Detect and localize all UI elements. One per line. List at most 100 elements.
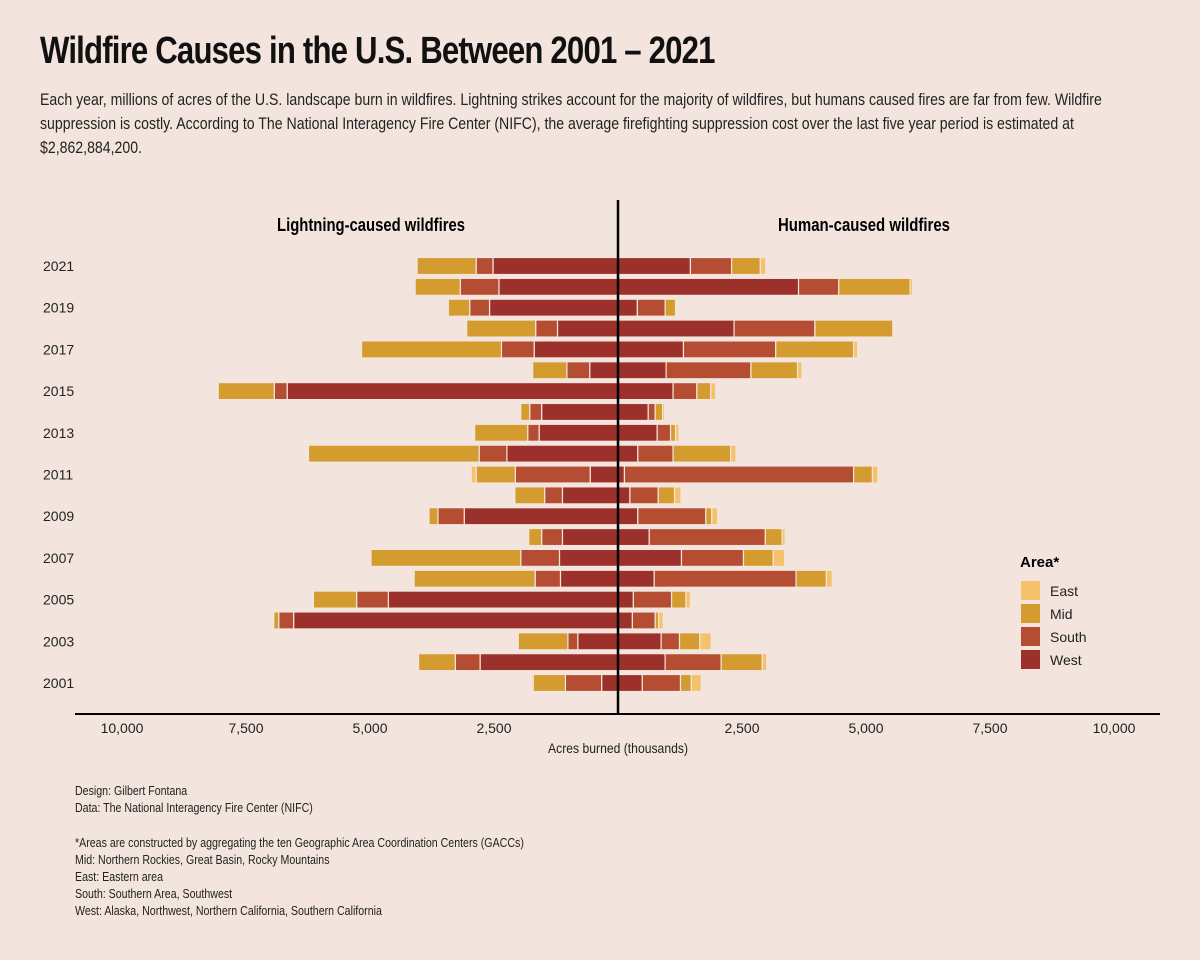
legend-swatch-west	[1021, 650, 1040, 669]
bar-lightning-mid-2013	[474, 423, 529, 442]
bar-lightning-mid-2014	[520, 402, 531, 422]
bar-human-mid-2017	[775, 340, 855, 359]
year-label: 2007	[43, 550, 74, 566]
bar-human-west-2014	[617, 402, 649, 422]
bar-lightning-east-2011	[470, 465, 477, 484]
legend-label-east: East	[1050, 583, 1078, 599]
x-tick-label: 10,000	[1093, 720, 1136, 736]
x-tick-label: 2,500	[476, 720, 511, 736]
bar-lightning-west-2020	[498, 277, 619, 296]
bar-human-south-2021	[689, 256, 733, 276]
legend-title: Area*	[1020, 554, 1059, 571]
bar-human-south-2001	[641, 673, 682, 693]
bar-lightning-south-2011	[514, 465, 591, 484]
bar-human-east-2009	[711, 507, 719, 526]
bar-lightning-mid-2020	[414, 277, 461, 296]
bar-human-mid-2010	[657, 486, 676, 505]
bar-human-east-2021	[759, 256, 767, 276]
bar-lightning-west-2021	[492, 256, 619, 276]
bar-lightning-south-2003	[567, 632, 579, 651]
bar-lightning-south-2009	[437, 507, 465, 526]
bar-lightning-west-2002	[479, 653, 619, 672]
bar-human-south-2002	[664, 653, 722, 672]
bar-lightning-mid-2015	[217, 382, 275, 401]
bar-lightning-mid-2008	[528, 527, 543, 547]
bar-lightning-south-2019	[469, 298, 491, 317]
bar-human-mid-2008	[764, 527, 783, 547]
year-label: 2011	[43, 467, 73, 483]
bar-human-west-2020	[617, 277, 800, 296]
bar-human-west-2017	[617, 340, 685, 359]
year-label: 2003	[43, 633, 74, 649]
bars	[217, 256, 914, 693]
bar-human-mid-2020	[838, 277, 911, 296]
bar-human-south-2019	[636, 298, 666, 317]
bar-human-west-2007	[617, 548, 683, 568]
legend-label-mid: Mid	[1050, 606, 1073, 622]
bar-lightning-west-2016	[589, 361, 619, 380]
bar-lightning-south-2013	[527, 423, 540, 442]
bar-lightning-west-2008	[561, 527, 619, 547]
bar-lightning-mid-2012	[307, 444, 480, 463]
bar-human-east-2019	[674, 298, 678, 317]
bar-human-mid-2015	[696, 382, 712, 401]
year-label: 2005	[43, 592, 74, 608]
x-tick-label: 10,000	[101, 720, 144, 736]
bar-lightning-south-2010	[543, 486, 564, 505]
bar-human-south-2015	[672, 382, 698, 401]
bar-human-south-2014	[647, 402, 656, 422]
legend-swatch-south	[1021, 627, 1040, 646]
legend-label-west: West	[1050, 652, 1082, 668]
bar-lightning-west-2018	[556, 319, 619, 338]
bar-lightning-south-2018	[535, 319, 559, 338]
bar-lightning-south-2002	[454, 653, 481, 672]
bar-human-mid-2003	[678, 632, 701, 651]
panel-title-lightning: Lightning-caused wildfires	[277, 215, 465, 235]
bar-human-mid-2014	[654, 402, 664, 422]
footer-credits: Design: Gilbert Fontana Data: The Nation…	[75, 783, 313, 817]
bar-human-west-2001	[617, 673, 643, 693]
bar-human-mid-2006	[795, 569, 827, 588]
bar-human-mid-2007	[742, 548, 774, 568]
x-tick-labels: 10,000 7,500 5,000 2,500 2,500 5,000 7,500 10,0…	[101, 720, 1136, 736]
bar-human-west-2004	[617, 611, 633, 630]
bar-lightning-south-2012	[478, 444, 508, 463]
bar-human-south-2007	[680, 548, 745, 568]
bar-lightning-mid-2004	[273, 611, 280, 630]
bar-lightning-west-2006	[559, 569, 619, 588]
bar-human-east-2012	[729, 444, 737, 463]
bar-human-east-2011	[871, 465, 879, 484]
bar-human-east-2016	[796, 361, 803, 380]
bar-human-mid-2019	[664, 298, 677, 317]
bar-lightning-south-2017	[500, 340, 535, 359]
bar-human-south-2020	[797, 277, 840, 296]
bar-lightning-east-2001	[531, 673, 534, 693]
bar-lightning-mid-2002	[418, 653, 456, 672]
bar-lightning-south-2014	[529, 402, 543, 422]
bar-human-east-2013	[674, 423, 680, 442]
year-labels: 2021 2019 2017 2015 2013 2011 2009 2007 2005 2003…	[43, 258, 74, 691]
year-label: 2017	[43, 341, 74, 357]
bar-human-south-2004	[631, 611, 656, 630]
bar-human-west-2018	[617, 319, 735, 338]
bar-lightning-mid-2006	[413, 569, 536, 588]
x-tick-label: 5,000	[848, 720, 883, 736]
bar-human-mid-2012	[672, 444, 732, 463]
bar-lightning-south-2001	[564, 673, 603, 693]
bar-human-east-2015	[710, 382, 717, 401]
bar-human-mid-2009	[705, 507, 713, 526]
bar-human-east-2010	[673, 486, 682, 505]
year-label: 2013	[43, 425, 74, 441]
bar-human-west-2008	[617, 527, 650, 547]
bar-lightning-mid-2001	[532, 673, 567, 693]
bar-lightning-west-2012	[506, 444, 619, 463]
legend: Area* East Mid South West	[1020, 554, 1087, 669]
bar-human-south-2006	[653, 569, 797, 588]
bar-human-south-2005	[632, 590, 673, 609]
bar-human-east-2006	[825, 569, 833, 588]
bar-human-south-2003	[660, 632, 681, 651]
bar-lightning-mid-2007	[370, 548, 522, 568]
bar-lightning-south-2021	[475, 256, 494, 276]
bar-human-west-2013	[617, 423, 658, 442]
